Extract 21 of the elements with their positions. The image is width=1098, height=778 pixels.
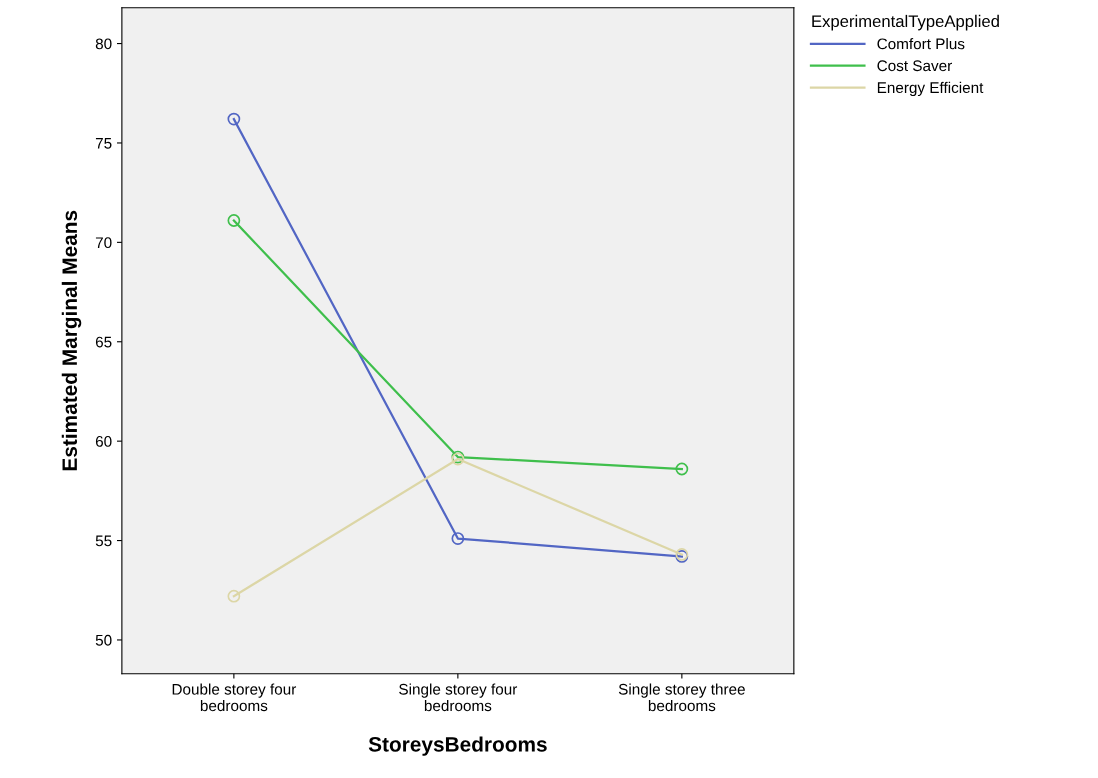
legend-label: Energy Efficient [877,81,984,97]
x-tick-label: Double storey four bedrooms [172,683,297,712]
x-tick-label: Single storey four bedrooms [399,683,518,712]
y-tick-label: 75 [95,137,112,149]
x-tick-label: Single storey three bedrooms [618,683,745,712]
y-tick-label: 65 [95,336,112,348]
legend-label: Comfort Plus [877,38,965,50]
y-tick-label: 80 [95,38,112,50]
legend-title: ExperimentalTypeApplied [812,14,999,31]
y-tick-label: 55 [95,535,112,547]
y-tick-label: 70 [95,237,112,249]
y-axis-title: Estimated Marginal Means [61,210,82,471]
point [227,589,241,603]
y-tick-label: 50 [95,634,112,646]
legend-label: Cost Saver [877,60,952,72]
y-tick-label: 60 [95,436,112,447]
point [451,532,465,545]
point [227,214,241,227]
point [227,112,241,126]
x-axis-title: StoreysBedrooms [368,736,547,756]
point [675,462,689,476]
